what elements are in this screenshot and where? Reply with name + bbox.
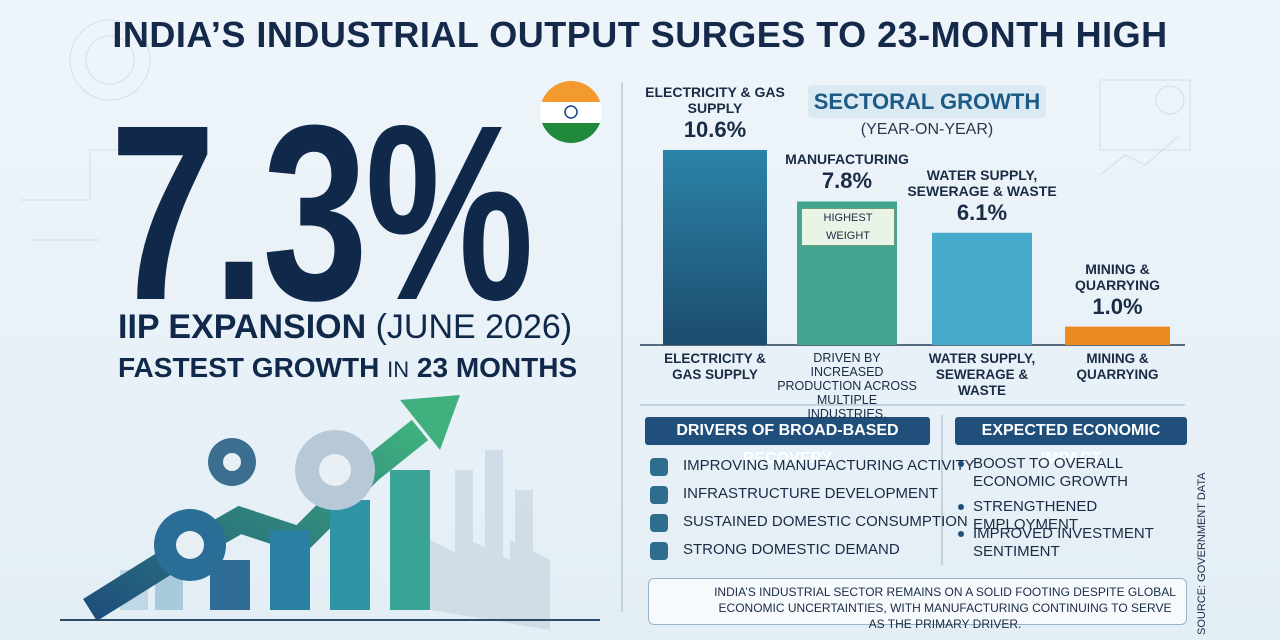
bullet [958,531,964,537]
bullet-icon [650,542,668,560]
bullet-icon [650,514,668,532]
impact-header: EXPECTED ECONOMIC IMPACT [955,417,1187,467]
driver-item: STRONG DOMESTIC DEMAND [683,541,900,558]
bar-label: ELECTRICITY & GAS SUPPLY 10.6% [640,84,790,144]
driver-item: INFRASTRUCTURE DEVELOPMENT [683,485,939,502]
label: IIP EXPANSION [118,308,367,346]
category: MINING & QUARRYING [1074,260,1161,293]
x-label: ELECTRICITY & GAS SUPPLY [664,351,766,382]
driver-item: IMPROVING MANUFACTURING ACTIVITY [683,457,975,474]
text: 23 MONTHS [416,352,578,383]
category: MANUFACTURING [785,151,909,168]
footer-note: INDIA’S INDUSTRIAL SECTOR REMAINS ON A S… [714,585,1176,631]
sector-chart [640,149,1185,346]
text: FASTEST GROWTH [118,352,380,383]
bar [663,149,767,345]
bar-label: WATER SUPPLY, SEWERAGE & WASTE 6.1% [907,167,1057,227]
hero-subline: FASTEST GROWTH IN 23 MONTHS [118,352,577,384]
value-label: 6.1% [956,199,1008,225]
period: (JUNE 2026) [375,308,573,346]
annotation: DRIVEN BY INCREASED PRODUCTION ACROSS MU… [777,351,917,421]
chart-subtitle: (YEAR-ON-YEAR) [860,121,994,138]
value-label: 7.8% [821,168,873,194]
category: ELECTRICITY & GAS SUPPLY [645,83,785,116]
bullet-icon [650,486,668,504]
x-label: MINING & QUARRYING [1076,351,1159,382]
india-flag [540,81,602,143]
title: INDIA’S INDUSTRIAL OUTPUT SURGES TO 23-M… [112,14,1168,55]
text: IN [387,357,410,382]
bullet [958,504,964,510]
value-label: 1.0% [1092,293,1143,319]
driver-item: SUSTAINED DOMESTIC CONSUMPTION [683,513,968,530]
badge: HIGHEST WEIGHT [801,208,895,247]
category: WATER SUPPLY, SEWERAGE & WASTE [907,166,1057,199]
bar [1065,326,1170,345]
bullet [958,461,964,467]
hero-label: IIP EXPANSION (JUNE 2026) [118,308,572,347]
bullet-icon [650,458,668,476]
value-label: 10.6% [683,116,747,142]
factory-silhouette [430,450,550,630]
footer-box [648,578,1187,625]
headline-figure: 7.3% [110,73,534,352]
bar [932,232,1032,345]
impact-item: BOOST TO OVERALL ECONOMIC GROWTH [973,455,1128,490]
chart-title: SECTORAL GROWTH [808,85,1046,118]
source: SOURCE: GOVERNMENT DATA [1196,472,1208,635]
bar-label: MANUFACTURING 7.8% [772,151,922,195]
drivers-header: DRIVERS OF BROAD-BASED RECOVERY [645,417,930,467]
impact-item: IMPROVED INVESTMENT SENTIMENT [973,525,1154,560]
x-label: WATER SUPPLY, SEWERAGE & WASTE [928,351,1036,398]
background-lines [20,19,1191,241]
impact-item: STRENGTHENED EMPLOYMENT [973,498,1098,533]
bar-label: MINING & QUARRYING 1.0% [1043,261,1193,321]
growth-illustration [60,395,600,622]
